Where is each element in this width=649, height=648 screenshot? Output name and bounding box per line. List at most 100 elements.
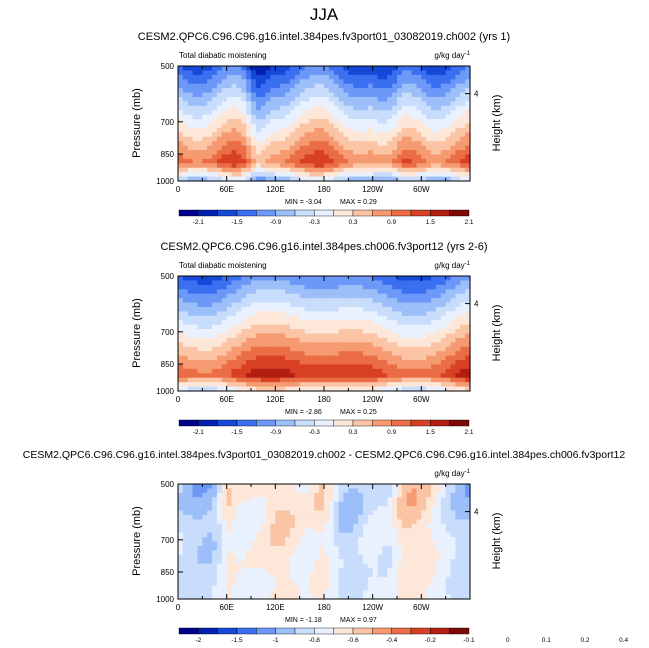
field-cell: [285, 163, 291, 169]
field-cell: [221, 484, 228, 490]
field-cell: [382, 368, 388, 374]
field-cell: [212, 576, 218, 582]
field-cell: [231, 83, 237, 89]
field-cell: [440, 70, 447, 76]
field-cell: [285, 74, 291, 80]
field-cell: [294, 105, 301, 111]
field-cell: [226, 506, 233, 512]
field-cell: [265, 136, 272, 142]
field-cell: [207, 360, 213, 366]
field-cell: [348, 127, 354, 133]
field-cell: [406, 132, 413, 138]
field-cell: [221, 576, 228, 582]
field-cell: [450, 123, 456, 129]
field-cell: [416, 386, 422, 392]
field-cell: [465, 550, 471, 556]
field-cell: [372, 364, 379, 370]
field-cell: [460, 360, 466, 366]
field-cell: [251, 324, 257, 330]
field-cell: [202, 154, 208, 160]
field-cell: [460, 306, 466, 312]
field-cell: [221, 519, 228, 525]
field-cell: [251, 492, 257, 498]
field-cell: [299, 576, 306, 582]
field-cell: [202, 545, 208, 551]
field-cell: [372, 315, 379, 321]
field-cell: [465, 337, 471, 343]
field-cell: [255, 333, 262, 339]
field-cell: [294, 532, 301, 538]
field-cell: [309, 576, 315, 582]
field-cell: [421, 559, 427, 565]
field-cell: [338, 501, 345, 507]
field-cell: [455, 88, 461, 94]
field-cell: [377, 545, 383, 551]
field-cell: [246, 342, 252, 348]
field-cell: [309, 581, 315, 587]
field-cell: [450, 333, 456, 339]
field-cell: [338, 315, 345, 321]
field-cell: [426, 528, 432, 534]
field-cell: [392, 514, 398, 520]
field-cell: [431, 346, 437, 352]
colorbar-swatch: [430, 209, 450, 217]
field-cell: [285, 484, 291, 490]
field-cell: [445, 360, 452, 366]
field-cell: [362, 492, 369, 498]
field-cell: [406, 545, 413, 551]
field-cell: [343, 360, 349, 366]
field-cell: [270, 346, 276, 352]
field-cell: [304, 315, 310, 321]
field-cell: [294, 528, 301, 534]
field-cell: [343, 342, 349, 348]
field-cell: [289, 324, 296, 330]
field-cell: [411, 123, 418, 129]
field-cell: [236, 368, 242, 374]
field-cell: [421, 523, 427, 529]
field-cell: [304, 329, 310, 335]
field-cell: [465, 141, 471, 147]
field-cell: [358, 519, 364, 525]
field-cell: [236, 545, 242, 551]
field-cell: [178, 572, 184, 578]
field-cell: [324, 145, 330, 151]
field-cell: [445, 488, 452, 494]
field-cell: [367, 545, 374, 551]
field-cell: [178, 136, 184, 142]
field-cell: [197, 289, 203, 295]
field-cell: [314, 568, 320, 574]
field-cell: [377, 119, 383, 125]
field-cell: [236, 293, 242, 299]
field-cell: [343, 88, 349, 94]
field-cell: [450, 528, 456, 534]
field-cell: [426, 293, 432, 299]
field-cell: [192, 541, 199, 547]
field-cell: [377, 501, 383, 507]
field-cell: [216, 382, 223, 388]
field-cell: [328, 590, 335, 596]
field-cell: [358, 280, 364, 286]
field-cell: [221, 92, 228, 98]
field-cell: [416, 154, 422, 160]
field-cell: [411, 541, 418, 547]
field-cell: [187, 545, 194, 551]
field-cell: [309, 545, 315, 551]
field-cell: [353, 123, 359, 129]
field-cell: [435, 101, 442, 107]
field-cell: [411, 576, 418, 582]
field-cell: [192, 141, 199, 147]
field-cell: [241, 101, 247, 107]
field-cell: [392, 559, 398, 565]
field-cell: [178, 506, 184, 512]
field-cell: [328, 127, 335, 133]
field-cell: [338, 105, 345, 111]
field-cell: [285, 167, 291, 173]
field-cell: [397, 167, 403, 173]
field-cell: [372, 368, 379, 374]
field-cell: [348, 382, 354, 388]
field-cell: [236, 284, 242, 290]
field-cell: [440, 158, 447, 164]
field-cell: [231, 563, 237, 569]
field-cell: [460, 585, 466, 591]
field-cell: [221, 559, 228, 565]
